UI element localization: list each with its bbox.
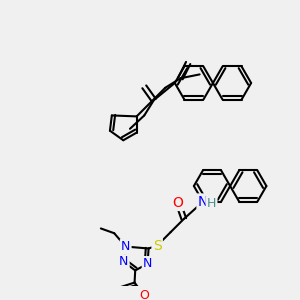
Text: N: N <box>198 195 208 209</box>
Text: O: O <box>173 196 184 210</box>
Text: O: O <box>139 289 149 300</box>
Text: N: N <box>143 257 152 270</box>
Text: S: S <box>153 238 161 253</box>
Text: N: N <box>121 240 130 253</box>
Text: H: H <box>207 197 216 210</box>
Text: N: N <box>119 255 128 268</box>
